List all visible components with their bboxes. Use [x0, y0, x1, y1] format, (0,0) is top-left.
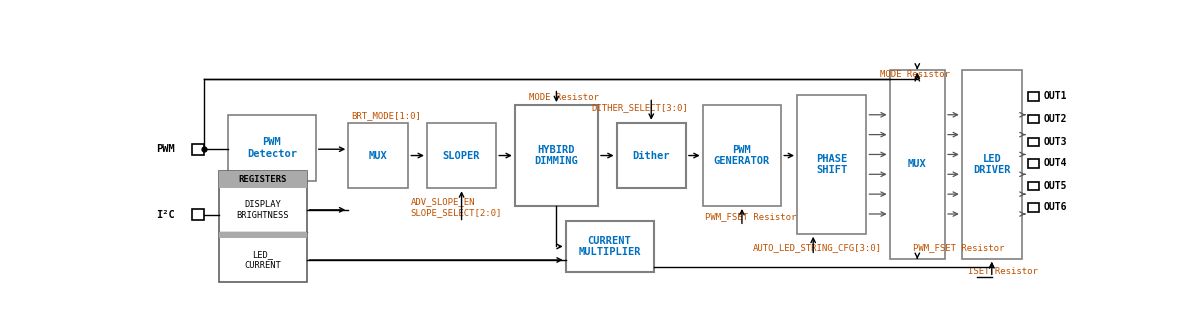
Text: MODE Resistor: MODE Resistor [880, 70, 950, 79]
Text: PWM
Detector: PWM Detector [247, 137, 297, 159]
FancyBboxPatch shape [427, 123, 497, 188]
Text: OUT6: OUT6 [1044, 202, 1066, 212]
Text: OUT4: OUT4 [1044, 158, 1066, 168]
FancyBboxPatch shape [616, 123, 687, 188]
Text: OUT2: OUT2 [1044, 114, 1066, 124]
Text: DISPLAY
BRIGHTNESS: DISPLAY BRIGHTNESS [236, 200, 289, 219]
FancyBboxPatch shape [890, 70, 946, 259]
Bar [1028, 159, 1040, 168]
FancyBboxPatch shape [961, 70, 1022, 259]
Bar [1028, 92, 1040, 101]
Bar [1028, 138, 1040, 146]
Text: HYBIRD
DIMMING: HYBIRD DIMMING [535, 145, 578, 166]
Text: MUX: MUX [369, 151, 388, 160]
Bar [1028, 182, 1040, 190]
Text: PWM: PWM [155, 144, 174, 154]
Text: ISET Resistor: ISET Resistor [968, 267, 1038, 276]
Text: AUTO_LED_STRING_CFG[3:0]: AUTO_LED_STRING_CFG[3:0] [753, 243, 882, 252]
Text: PWM_FSET Resistor: PWM_FSET Resistor [704, 212, 796, 221]
FancyBboxPatch shape [566, 221, 653, 272]
FancyBboxPatch shape [228, 115, 315, 181]
Text: ADV_SLOPE_EN
SLOPE_SELECT[2:0]: ADV_SLOPE_EN SLOPE_SELECT[2:0] [411, 197, 501, 217]
Text: MODE Resistor: MODE Resistor [529, 93, 598, 102]
Text: OUT1: OUT1 [1044, 91, 1066, 101]
Bar [1028, 203, 1040, 212]
Text: CURRENT
MULTIPLIER: CURRENT MULTIPLIER [578, 236, 641, 257]
Text: OUT3: OUT3 [1044, 137, 1066, 147]
Text: PWM_FSET Resistor: PWM_FSET Resistor [912, 243, 1004, 252]
FancyBboxPatch shape [219, 232, 307, 238]
Text: I²C: I²C [155, 210, 174, 220]
FancyBboxPatch shape [349, 123, 408, 188]
Bar [192, 209, 204, 220]
Text: PWM
GENERATOR: PWM GENERATOR [714, 145, 770, 166]
Text: LED
DRIVER: LED DRIVER [973, 154, 1010, 175]
Text: LED_
CURRENT: LED_ CURRENT [245, 250, 281, 270]
Text: PHASE
SHIFT: PHASE SHIFT [816, 154, 848, 175]
Text: OUT5: OUT5 [1044, 181, 1066, 191]
FancyBboxPatch shape [798, 95, 867, 234]
FancyBboxPatch shape [702, 105, 781, 206]
Text: Dither: Dither [633, 151, 670, 160]
Bar [1028, 115, 1040, 123]
FancyBboxPatch shape [219, 171, 307, 188]
Text: DITHER_SELECT[3:0]: DITHER_SELECT[3:0] [591, 103, 688, 112]
Text: MUX: MUX [907, 159, 927, 169]
Text: SLOPER: SLOPER [443, 151, 480, 160]
FancyBboxPatch shape [219, 171, 307, 282]
FancyBboxPatch shape [515, 105, 598, 206]
Text: REGISTERS: REGISTERS [239, 175, 287, 184]
Text: BRT_MODE[1:0]: BRT_MODE[1:0] [351, 111, 420, 120]
Bar [192, 144, 204, 155]
